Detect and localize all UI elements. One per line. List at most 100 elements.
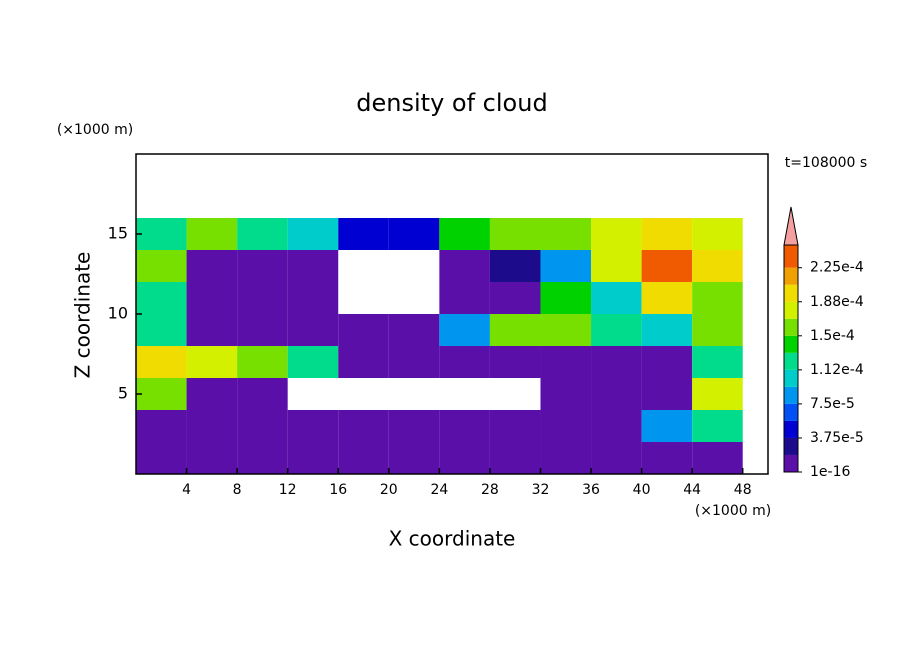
contour-cell (591, 378, 642, 410)
colorbar-extend (783, 206, 799, 246)
contour-cell (540, 250, 592, 282)
contour-cell (591, 314, 642, 346)
time-label: t=108000 s (785, 155, 867, 171)
contour-cell (136, 410, 187, 442)
contour-cell (388, 410, 440, 442)
colorbar-band (784, 267, 798, 285)
contour-cell (338, 346, 389, 378)
contour-cell (186, 218, 238, 250)
contour-cell (439, 218, 490, 250)
colorbar-frame (783, 244, 799, 473)
x-tick-label: 16 (329, 482, 347, 498)
contour-cell (287, 442, 339, 474)
contour-cell (489, 410, 541, 442)
contour-cell (591, 250, 642, 282)
contour-cell (489, 346, 541, 378)
contour-cell (388, 346, 440, 378)
contour-cell (287, 250, 339, 282)
colorbar-tick-label: 3.75e-5 (810, 430, 864, 446)
x-tick-label: 12 (279, 482, 297, 498)
contour-cell (136, 282, 187, 314)
contour-cell (692, 442, 743, 474)
contour-cell (692, 250, 743, 282)
colorbar-tick-label: 1.88e-4 (810, 294, 864, 310)
contour-cell (439, 282, 490, 314)
colorbar-tick-label: 1e-16 (810, 464, 850, 480)
contour-cell (237, 410, 288, 442)
contour-cell (591, 442, 642, 474)
contour-cell (287, 314, 339, 346)
contour-cell (338, 314, 389, 346)
colorbar-band (784, 284, 798, 302)
colorbar-tick-label: 1.5e-4 (810, 328, 855, 344)
contour-cell (136, 442, 187, 474)
contour-cell (641, 250, 693, 282)
contour-cell (186, 250, 238, 282)
x-tick-label: 8 (233, 482, 242, 498)
contour-cell (591, 410, 642, 442)
contour-cell (489, 250, 541, 282)
contour-cell (692, 410, 743, 442)
x-tick-label: 36 (582, 482, 600, 498)
x-tick-label: 44 (683, 482, 701, 498)
contour-cell (641, 218, 693, 250)
x-tick-label: 48 (734, 482, 752, 498)
y-tick-label: 5 (118, 384, 128, 403)
contour-cell (237, 314, 288, 346)
colorbar-band (784, 420, 798, 438)
x-axis-label: X coordinate (389, 527, 516, 551)
contour-cell (237, 250, 288, 282)
contour-cell (186, 314, 238, 346)
x-tick-label: 32 (532, 482, 550, 498)
colorbar-band (784, 437, 798, 455)
contour-cell (388, 442, 440, 474)
contour-cell (692, 378, 743, 410)
contour-cell (237, 218, 288, 250)
colorbar-band (784, 245, 798, 268)
colorbar-band (784, 301, 798, 319)
contour-cell (287, 410, 339, 442)
x-unit: (×1000 m) (695, 503, 771, 519)
contour-cell (136, 250, 187, 282)
x-tick-label: 4 (182, 482, 191, 498)
contour-cell (540, 442, 592, 474)
colorbar-band (784, 335, 798, 353)
colorbar-tick-label: 1.12e-4 (810, 362, 864, 378)
contour-cell (641, 378, 693, 410)
contour-cell (641, 282, 693, 314)
colorbar-band (784, 403, 798, 421)
contour-cell (287, 218, 339, 250)
contour-cell (489, 282, 541, 314)
contour-cell (540, 314, 592, 346)
contour-cell (591, 218, 642, 250)
contour-cell (338, 410, 389, 442)
contour-cell (540, 378, 592, 410)
contour-cell (692, 282, 743, 314)
contour-cell (388, 314, 440, 346)
x-tick-label: 20 (380, 482, 398, 498)
colorbar-band (784, 369, 798, 387)
contour-cell (591, 282, 642, 314)
contour-cell (489, 218, 541, 250)
contour-cell (641, 442, 693, 474)
contour-cell (186, 346, 238, 378)
colorbar-tick-label: 2.25e-4 (810, 260, 864, 276)
contour-cell (136, 314, 187, 346)
contour-cell (439, 314, 490, 346)
x-tick-label: 40 (633, 482, 651, 498)
contour-cell (136, 346, 187, 378)
contour-cell (338, 218, 389, 250)
x-tick-label: 28 (481, 482, 499, 498)
y-unit: (×1000 m) (57, 122, 133, 138)
contour-cell (439, 442, 490, 474)
contour-cell (489, 442, 541, 474)
contour-cell (692, 346, 743, 378)
contour-cell (591, 346, 642, 378)
contour-cell (287, 346, 339, 378)
y-tick-label: 15 (108, 224, 128, 243)
contour-cell (186, 410, 238, 442)
contour-cell (540, 410, 592, 442)
contour-cell (641, 314, 693, 346)
contour-cell (237, 346, 288, 378)
contour-cell (136, 378, 187, 410)
